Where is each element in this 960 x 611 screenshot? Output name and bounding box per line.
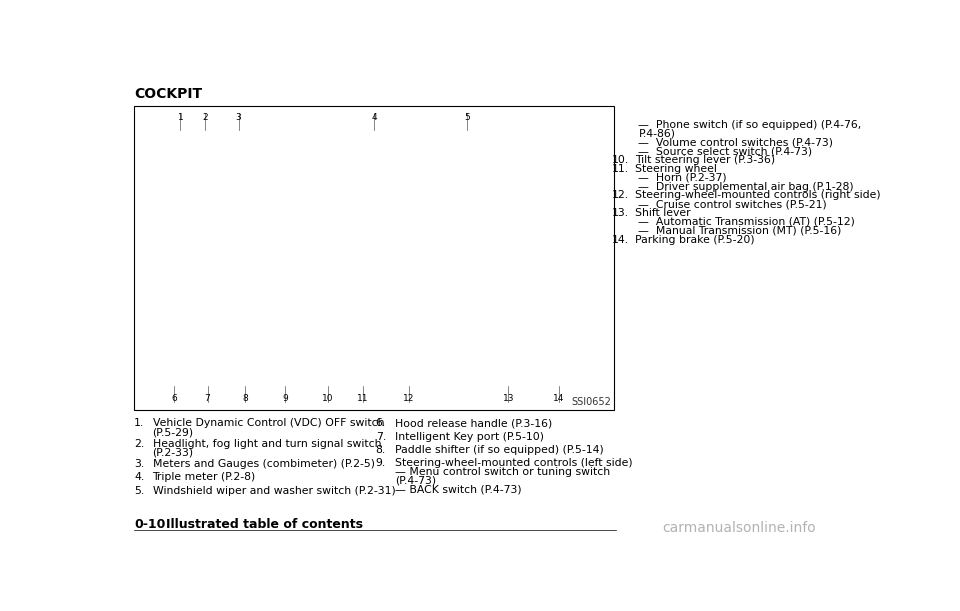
Text: 5: 5 — [465, 112, 470, 122]
Text: 12: 12 — [403, 394, 415, 403]
Text: Tilt steering lever (P.3-36): Tilt steering lever (P.3-36) — [636, 155, 776, 165]
Text: 12.: 12. — [612, 191, 629, 200]
Text: Hood release handle (P.3-16): Hood release handle (P.3-16) — [396, 419, 552, 428]
Text: P.4-86): P.4-86) — [638, 128, 676, 138]
Text: (P.4-73): (P.4-73) — [396, 476, 436, 486]
Text: Parking brake (P.5-20): Parking brake (P.5-20) — [636, 235, 755, 244]
Text: 7: 7 — [204, 394, 210, 403]
Text: —  Source select switch (P.4-73): — Source select switch (P.4-73) — [638, 146, 812, 156]
Text: 9.: 9. — [375, 458, 386, 468]
Text: (P.2-33): (P.2-33) — [153, 447, 194, 458]
Text: —  Horn (P.2-37): — Horn (P.2-37) — [638, 173, 727, 183]
Text: 3.: 3. — [134, 459, 144, 469]
Text: Steering-wheel-mounted controls (left side): Steering-wheel-mounted controls (left si… — [396, 458, 633, 468]
Text: Shift lever: Shift lever — [636, 208, 691, 218]
Text: — Menu control switch or tuning switch: — Menu control switch or tuning switch — [396, 467, 611, 477]
Text: 13.: 13. — [612, 208, 629, 218]
Text: 3: 3 — [236, 112, 242, 122]
Text: Paddle shifter (if so equipped) (P.5-14): Paddle shifter (if so equipped) (P.5-14) — [396, 445, 604, 455]
Text: 8: 8 — [242, 394, 248, 403]
Text: 13: 13 — [502, 394, 514, 403]
Text: 6: 6 — [172, 394, 178, 403]
Text: 14: 14 — [553, 394, 564, 403]
Text: Meters and Gauges (combimeter) (P.2-5): Meters and Gauges (combimeter) (P.2-5) — [153, 459, 374, 469]
Text: —  Manual Transmission (MT) (P.5-16): — Manual Transmission (MT) (P.5-16) — [638, 226, 842, 236]
Text: Illustrated table of contents: Illustrated table of contents — [166, 518, 364, 531]
Text: 5.: 5. — [134, 486, 144, 496]
Text: — BACK switch (P.4-73): — BACK switch (P.4-73) — [396, 485, 521, 495]
Text: Steering-wheel-mounted controls (right side): Steering-wheel-mounted controls (right s… — [636, 191, 881, 200]
Text: 14.: 14. — [612, 235, 629, 244]
Bar — [134, 106, 614, 410]
Text: 8.: 8. — [375, 445, 386, 455]
Text: —  Automatic Transmission (AT) (P.5-12): — Automatic Transmission (AT) (P.5-12) — [638, 217, 855, 227]
Text: —  Phone switch (if so equipped) (P.4-76,: — Phone switch (if so equipped) (P.4-76, — [638, 120, 862, 130]
Text: SSI0652: SSI0652 — [571, 397, 612, 407]
Text: Vehicle Dynamic Control (VDC) OFF switch: Vehicle Dynamic Control (VDC) OFF switch — [153, 419, 384, 428]
Text: Headlight, fog light and turn signal switch: Headlight, fog light and turn signal swi… — [153, 439, 381, 448]
Text: Steering wheel: Steering wheel — [636, 164, 717, 174]
Text: 11: 11 — [357, 394, 369, 403]
Text: 4: 4 — [372, 112, 377, 122]
Text: (P.5-29): (P.5-29) — [153, 427, 194, 437]
Text: 7.: 7. — [375, 431, 386, 442]
Text: 9: 9 — [282, 394, 288, 403]
Text: COCKPIT: COCKPIT — [134, 87, 202, 101]
Text: —  Volume control switches (P.4-73): — Volume control switches (P.4-73) — [638, 137, 833, 147]
Text: 4.: 4. — [134, 472, 144, 482]
Text: —  Cruise control switches (P.5-21): — Cruise control switches (P.5-21) — [638, 199, 828, 209]
Text: 11.: 11. — [612, 164, 629, 174]
Text: Triple meter (P.2-8): Triple meter (P.2-8) — [153, 472, 255, 482]
Text: Windshield wiper and washer switch (P.2-31): Windshield wiper and washer switch (P.2-… — [153, 486, 396, 496]
Text: 1: 1 — [178, 112, 183, 122]
Text: 2.: 2. — [134, 439, 144, 448]
Text: 10: 10 — [322, 394, 333, 403]
Text: 10.: 10. — [612, 155, 630, 165]
Text: —  Driver supplemental air bag (P.1-28): — Driver supplemental air bag (P.1-28) — [638, 181, 854, 191]
Text: 1.: 1. — [134, 419, 144, 428]
Text: 6.: 6. — [375, 419, 386, 428]
Text: Intelligent Key port (P.5-10): Intelligent Key port (P.5-10) — [396, 431, 544, 442]
Text: 0-10: 0-10 — [134, 518, 165, 531]
Text: carmanualsonline.info: carmanualsonline.info — [662, 521, 816, 535]
Text: 2: 2 — [203, 112, 208, 122]
